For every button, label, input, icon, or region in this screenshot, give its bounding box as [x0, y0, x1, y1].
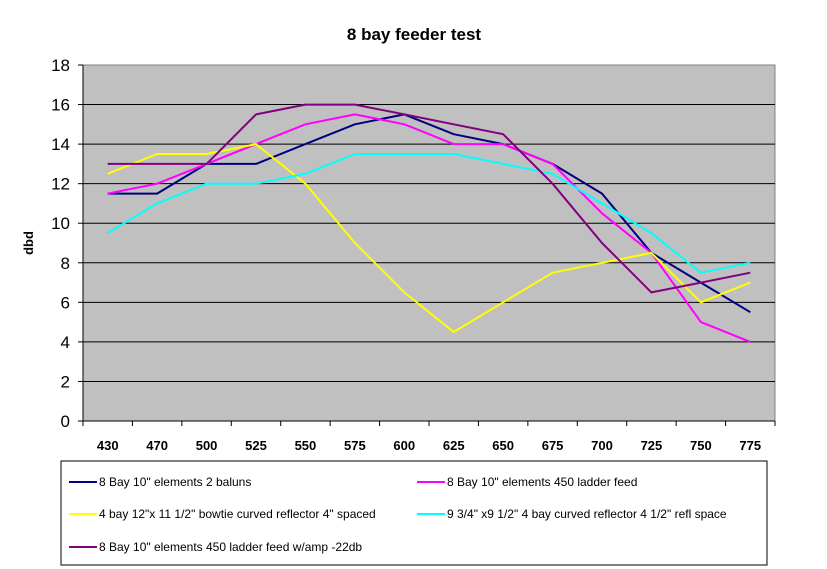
x-tick-label: 500 — [196, 438, 218, 453]
series-line-2 — [107, 113, 751, 343]
legend-box — [60, 460, 768, 566]
series-line-1 — [107, 113, 751, 314]
y-tick-label: 12 — [51, 175, 70, 194]
x-tick-label: 575 — [344, 438, 366, 453]
y-tick-label: 6 — [61, 293, 70, 312]
x-tick-label: 430 — [97, 438, 119, 453]
x-tick-label: 470 — [146, 438, 168, 453]
x-tick-label: 600 — [393, 438, 415, 453]
series-line-3 — [107, 143, 751, 333]
x-tick-label: 550 — [295, 438, 317, 453]
x-tick-label: 750 — [690, 438, 712, 453]
y-tick-label: 8 — [61, 254, 70, 273]
y-tick-label: 0 — [61, 412, 70, 431]
y-tick-label: 14 — [51, 135, 70, 154]
y-tick-label: 10 — [51, 214, 70, 233]
y-tick-label: 16 — [51, 96, 70, 115]
x-tick-label: 700 — [591, 438, 613, 453]
x-tick-label: 625 — [443, 438, 465, 453]
y-tick-label: 4 — [61, 333, 70, 352]
legend-label-2: 8 Bay 10" elements 450 ladder feed — [447, 475, 637, 489]
y-tick-label: 2 — [61, 372, 70, 391]
x-tick-label: 725 — [641, 438, 663, 453]
legend-label-3: 4 bay 12"x 11 1/2" bowtie curved reflect… — [99, 507, 376, 521]
plot-area: 0 2 4 6 8 10 12 14 16 18 430 470 500 525 550 575 600 625 6… — [51, 56, 776, 453]
y-axis-label: dbd — [21, 231, 36, 255]
series-line-4 — [107, 153, 751, 274]
legend-label-5: 8 Bay 10" elements 450 ladder feed w/amp… — [99, 540, 362, 554]
legend-label-1: 8 Bay 10" elements 2 baluns — [99, 475, 251, 489]
x-tick-label: 525 — [245, 438, 267, 453]
legend: 8 Bay 10" elements 2 baluns 8 Bay 10" ele… — [60, 460, 768, 566]
x-tick-label: 675 — [542, 438, 564, 453]
series-line-5 — [107, 103, 751, 294]
x-tick-label: 775 — [739, 438, 761, 453]
chart-title: 8 bay feeder test — [347, 25, 482, 44]
x-tick-label: 650 — [492, 438, 514, 453]
legend-label-4: 9 3/4" x9 1/2" 4 bay curved reflector 4 … — [447, 507, 727, 521]
y-tick-label: 18 — [51, 56, 70, 75]
